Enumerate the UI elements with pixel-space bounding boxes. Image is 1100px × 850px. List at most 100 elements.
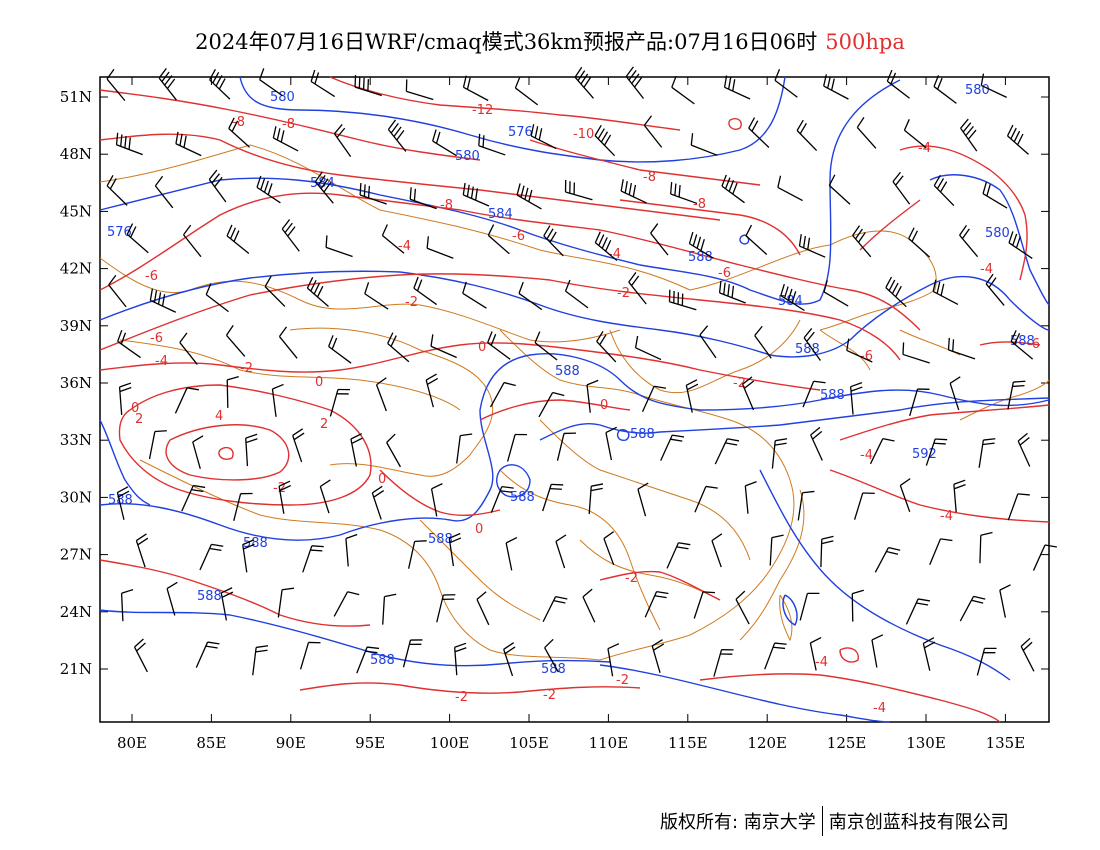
wind-barb xyxy=(430,483,443,517)
footer: 版权所有: 南京大学 南京创蓝科技有限公司 xyxy=(660,806,1009,838)
wind-barb xyxy=(771,438,788,469)
wind-barb xyxy=(329,388,350,417)
temperature-label: -4 xyxy=(815,655,828,670)
height-contour xyxy=(539,397,1050,441)
border-path xyxy=(819,329,871,371)
temperature-contour xyxy=(859,199,921,251)
company-text: 南京创蓝科技有限公司 xyxy=(828,812,1009,833)
temperature-contour xyxy=(699,673,1001,723)
height-contour xyxy=(99,270,1050,358)
latitude-label: 33N xyxy=(60,431,92,449)
temperature-label: -6 xyxy=(718,266,731,281)
wind-barb xyxy=(660,434,685,461)
border-path xyxy=(119,339,461,411)
wind-barb xyxy=(799,592,820,621)
wind-barb xyxy=(271,383,284,417)
wind-barb xyxy=(980,73,1007,98)
temperature-contour xyxy=(728,118,742,130)
latitude-labels: 51N 48N 45N 42N 39N 36N 33N 30N 27N 24N 21N xyxy=(60,88,92,678)
wind-barb xyxy=(1032,544,1057,571)
wind-barb xyxy=(925,438,948,466)
height-contour xyxy=(99,609,611,667)
temperature-label: -2 xyxy=(405,295,418,310)
wind-barb xyxy=(769,534,784,566)
temperature-contour xyxy=(99,133,721,221)
wind-barb xyxy=(605,426,617,461)
title-main: 2024年07月16日WRF/cmaq模式36km预报产品:07月16日06时 xyxy=(195,30,818,54)
wind-barb xyxy=(534,331,558,361)
height-label: 588 xyxy=(795,342,820,357)
height-label: 588 xyxy=(688,250,713,265)
wind-barb xyxy=(754,325,772,359)
wind-barb xyxy=(978,438,996,468)
height-label: 592 xyxy=(912,447,937,462)
latitude-label: 39N xyxy=(60,317,92,335)
country-borders xyxy=(99,144,1050,661)
wind-barbs xyxy=(106,66,1057,677)
height-label: 588 xyxy=(108,493,133,508)
wind-barb xyxy=(126,223,149,254)
wind-barb xyxy=(796,119,818,152)
wind-barb xyxy=(797,490,815,521)
temperature-label: -4 xyxy=(398,239,411,254)
wind-barb xyxy=(909,388,930,417)
wind-barb xyxy=(478,133,506,156)
wind-barb xyxy=(959,595,986,622)
wind-barb xyxy=(851,589,864,622)
temperature-label: 0 xyxy=(378,472,386,487)
temperature-contour xyxy=(99,192,921,331)
wind-barb xyxy=(933,174,955,207)
wind-barb xyxy=(183,224,202,258)
wind-barb xyxy=(375,377,387,412)
wind-barb xyxy=(135,533,149,568)
temperature-label: 0 xyxy=(475,522,483,537)
wind-barb xyxy=(281,219,300,252)
wind-barb xyxy=(405,79,434,101)
temperature-label: -4 xyxy=(873,701,886,716)
wind-barb xyxy=(476,591,490,626)
longitude-label: 120E xyxy=(747,734,787,752)
wind-barb xyxy=(278,480,292,514)
height-label: 580 xyxy=(965,83,990,98)
temperature-contour xyxy=(118,384,372,506)
wind-barb xyxy=(902,342,930,364)
wind-barb xyxy=(252,645,269,676)
wind-barb xyxy=(670,181,698,205)
wind-barb xyxy=(596,330,617,363)
wind-barb xyxy=(1007,493,1030,521)
wind-barb xyxy=(802,380,826,408)
temperature-label: -4 xyxy=(940,509,953,524)
height-label: 588 xyxy=(428,532,453,547)
wind-barb xyxy=(650,223,669,256)
wind-barb xyxy=(426,236,454,259)
wind-barb xyxy=(117,329,141,359)
wind-barb xyxy=(462,75,489,102)
wind-barb xyxy=(432,129,457,157)
temperature-label: -8 xyxy=(693,197,706,212)
wind-barb xyxy=(448,532,462,567)
wind-barb xyxy=(586,379,599,413)
longitude-label: 135E xyxy=(986,734,1026,752)
height-label: 588 xyxy=(630,427,655,442)
axis-ticks xyxy=(100,77,1049,722)
wind-barb xyxy=(149,288,177,313)
wind-barb xyxy=(953,479,966,513)
height-label: 580 xyxy=(985,226,1010,241)
wind-barb xyxy=(518,281,543,311)
wind-barb xyxy=(723,75,751,100)
wind-barb xyxy=(516,183,542,210)
wind-barb xyxy=(179,332,198,365)
wind-barb xyxy=(264,275,286,307)
wind-barb xyxy=(582,588,596,623)
wind-barb xyxy=(666,542,691,569)
wind-barb xyxy=(885,276,907,308)
wind-barb xyxy=(543,225,564,257)
wind-barb xyxy=(542,596,568,623)
wind-barb xyxy=(690,133,718,156)
border-path xyxy=(499,329,795,661)
wind-barb xyxy=(694,485,718,513)
latitude-label: 27N xyxy=(60,546,92,564)
temperature-label: -10 xyxy=(573,127,594,142)
chart-title: 2024年07月16日WRF/cmaq模式36km预报产品:07月16日06时 5… xyxy=(0,26,1100,56)
